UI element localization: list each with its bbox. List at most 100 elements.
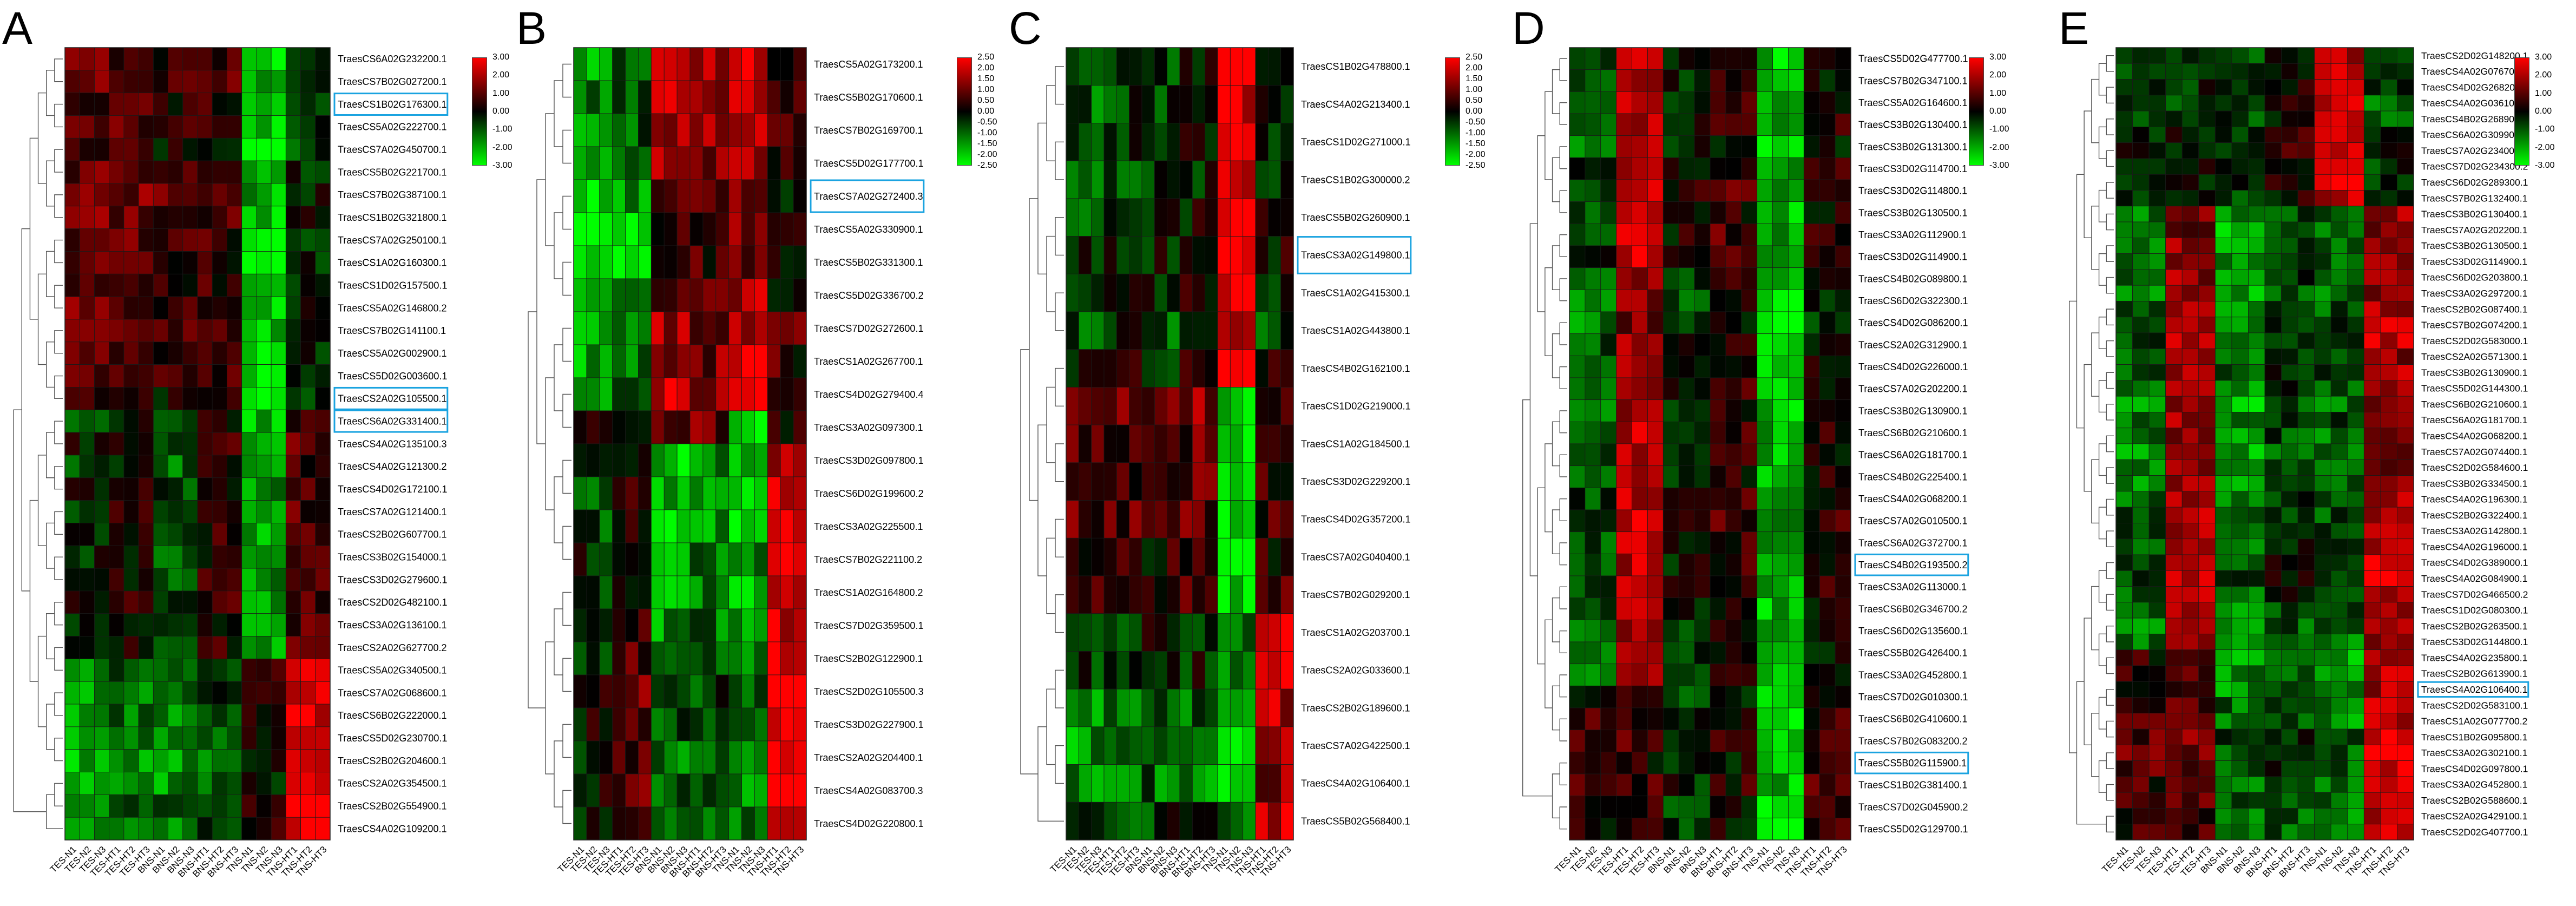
row-label: TraesCS5B02G115900.1 [1858,758,1967,769]
heatmap-cell [1616,355,1632,378]
heatmap-cell [1788,443,1804,467]
heatmap-cell [1772,487,1789,510]
heatmap-cell [1243,198,1256,237]
heatmap-cell [2181,539,2199,555]
heatmap-cell [1192,47,1206,86]
heatmap-cell [2397,618,2414,634]
heatmap-cell [689,278,704,312]
heatmap-cell [1757,47,1773,70]
heatmap-cell [182,115,198,139]
heatmap-cell [1129,123,1142,161]
heatmap-cell [612,542,626,576]
heatmap-cell [2181,507,2199,523]
heatmap-cell [2264,728,2282,745]
row-labels: TraesCS6A02G232200.1TraesCS7B02G027200.1… [333,54,449,834]
legend-tick-label: -0.50 [977,117,997,127]
heatmap-cell [2297,713,2315,730]
heatmap-cell [599,608,613,642]
heatmap-cell [1788,796,1804,818]
heatmap-cell [2231,142,2249,159]
heatmap-cell [2181,728,2199,745]
heatmap-cell [1803,531,1820,554]
heatmap-cell [1772,179,1789,202]
heatmap-cell [2198,285,2216,301]
heatmap-cell [2165,301,2183,318]
heatmap-cell [300,477,316,501]
row-label: TraesCS5D02G336700.2 [814,290,923,301]
heatmap-cell [2198,412,2216,429]
heatmap-cell [79,636,95,659]
heatmap-cell [754,344,768,378]
heatmap-cell [650,245,665,279]
row-label: TraesCS3D02G114900.1 [1858,252,1967,262]
heatmap-cell [2314,380,2331,397]
row-label: TraesCS7A02G068600.1 [338,687,446,698]
heatmap-cell [241,749,257,772]
heatmap-cell [2214,523,2232,540]
heatmap-cell [2264,332,2282,349]
dendrogram-branch [545,641,554,774]
dendrogram-branch [13,409,47,812]
heatmap-cell [1205,47,1218,86]
heatmap-cell [2181,649,2199,666]
heatmap-cell [599,245,613,279]
heatmap-cell [109,704,124,727]
heatmap-cell [1230,651,1244,690]
heatmap-cell [1280,688,1294,727]
heatmap-cell [1678,69,1695,92]
heatmap-cell [2314,364,2331,381]
heatmap-cell [1647,817,1664,841]
dendrogram-branch [37,92,47,184]
heatmap-cell [2214,824,2232,841]
heatmap-cell [2397,301,2414,318]
heatmap-cell [663,377,678,411]
heatmap-cell [2314,428,2331,444]
heatmap-cell [2264,126,2282,143]
panel-letter: A [2,3,33,54]
heatmap-cell [1819,201,1836,224]
dendrogram-branch [1055,367,1064,406]
heatmap-cell [212,342,227,365]
heatmap-cell [1835,773,1851,797]
heatmap-cell [168,432,183,456]
heatmap-cell [182,409,198,433]
heatmap-cell [1772,201,1789,224]
heatmap-cell [1179,47,1193,86]
heatmap-cell [1154,688,1168,727]
heatmap-cell [1835,47,1851,70]
heatmap-cell [1217,613,1231,652]
heatmap-cell [2380,428,2397,444]
heatmap-cell [1141,802,1155,841]
legend-tick-label: -1.50 [977,139,997,148]
heatmap-cell [64,794,80,818]
heatmap-cell [1205,273,1218,312]
heatmap-cell [2214,317,2232,333]
heatmap-cell [1616,377,1632,401]
heatmap-cell [2148,697,2166,714]
heatmap-cell [638,575,652,609]
heatmap-cell [2231,697,2249,714]
heatmap-cell [123,794,139,818]
heatmap-cell [2231,633,2249,651]
heatmap-cell [1179,537,1193,576]
heatmap-cell [1803,465,1820,488]
heatmap-cell [715,806,730,841]
heatmap-cell [1600,796,1617,818]
dendrogram-branch [562,724,571,758]
heatmap-cell [1662,619,1679,642]
heatmap-cell [2314,348,2331,365]
heatmap-cell [1585,487,1601,510]
heatmap-cell [2380,142,2397,159]
heatmap-cell [285,70,301,94]
heatmap-cell [1091,349,1105,388]
row-label: TraesCS4A02G036100.1 [2421,98,2527,109]
heatmap-cell [702,179,717,213]
heatmap-cell [1255,424,1269,463]
heatmap-cell [2281,332,2298,349]
heatmap-cell [1116,651,1130,690]
heatmap-cell [715,311,730,345]
dendrogram-branch [54,285,63,308]
heatmap-cell [2347,792,2364,809]
heatmap-cell [1280,764,1294,803]
row-label: TraesCS7D02G010300.1 [1858,692,1968,703]
